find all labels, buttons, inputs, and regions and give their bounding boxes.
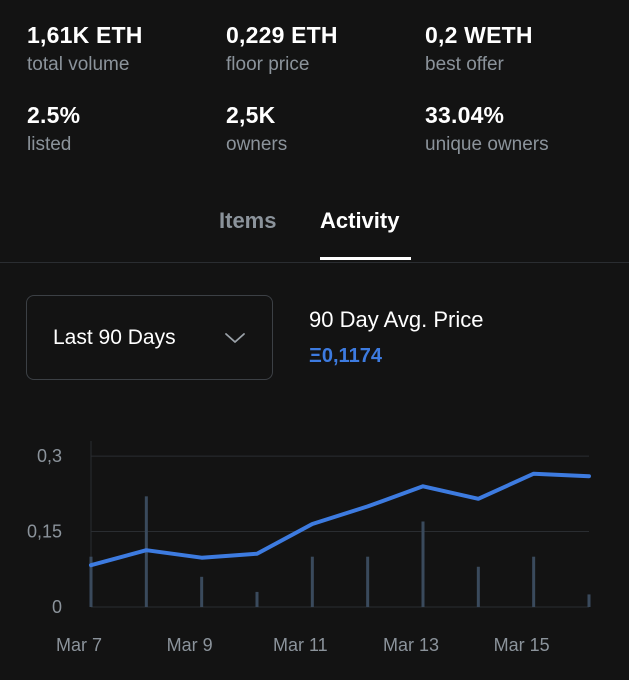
date-range-label: Last 90 Days: [53, 325, 176, 349]
tab-items[interactable]: Items: [219, 208, 277, 233]
stat-label: best offer: [425, 54, 504, 75]
stat-value: 2.5%: [27, 102, 81, 128]
x-axis-labels: Mar 7 Mar 9 Mar 11 Mar 13 Mar 15: [56, 635, 550, 655]
volume-bar: [200, 576, 204, 607]
volume-bar: [532, 556, 536, 607]
avg-price-value: Ξ0,1174: [309, 345, 382, 367]
y-axis-labels: 0,3 0,15 0: [27, 446, 62, 617]
price-chart: 0,3 0,15 0 Mar 7 Mar 9 Mar 11 Mar 13 Mar…: [27, 441, 591, 655]
volume-bar: [89, 556, 93, 607]
date-range-select[interactable]: Last 90 Days: [26, 295, 273, 380]
y-tick-label: 0,15: [27, 522, 62, 542]
stat-label: listed: [27, 134, 72, 155]
tab-activity[interactable]: Activity: [320, 208, 400, 233]
chart-grid: [90, 441, 589, 608]
volume-bar: [421, 521, 425, 607]
stat-label: floor price: [226, 54, 310, 75]
volume-bar: [255, 591, 259, 607]
x-tick-label: Mar 15: [494, 635, 550, 655]
x-tick-label: Mar 9: [167, 635, 213, 655]
stat-value: 2,5K: [226, 102, 276, 128]
y-tick-label: 0: [52, 597, 62, 617]
stat-label: owners: [226, 134, 288, 155]
tab-bar: Items Activity: [0, 198, 629, 263]
stat-best-offer: 0,2 WETH best offer: [425, 21, 625, 77]
price-line-path: [89, 471, 591, 568]
stat-value: 33.04%: [425, 102, 505, 128]
stat-total-volume: 1,61K ETH total volume: [27, 21, 227, 77]
stat-unique-owners: 33.04% unique owners: [425, 101, 625, 157]
stat-value: 0,2 WETH: [425, 22, 533, 48]
stat-label: total volume: [27, 54, 130, 75]
volume-bar: [587, 594, 591, 607]
stat-value: 1,61K ETH: [27, 22, 143, 48]
volume-bar: [310, 556, 314, 607]
stat-owners: 2,5K owners: [226, 101, 426, 157]
avg-price-title: 90 Day Avg. Price: [309, 307, 484, 332]
volume-bar: [366, 556, 370, 607]
x-tick-label: Mar 11: [273, 635, 328, 655]
stat-listed: 2.5% listed: [27, 101, 227, 157]
stat-floor-price: 0,229 ETH floor price: [226, 21, 426, 77]
active-tab-indicator: [320, 257, 411, 260]
x-tick-label: Mar 13: [383, 635, 439, 655]
x-tick-label: Mar 7: [56, 635, 102, 655]
y-tick-label: 0,3: [37, 446, 62, 466]
stat-value: 0,229 ETH: [226, 22, 338, 48]
stat-label: unique owners: [425, 134, 549, 155]
volume-bar: [476, 566, 480, 607]
chevron-down-icon: [225, 332, 245, 343]
price-line: [89, 471, 591, 568]
